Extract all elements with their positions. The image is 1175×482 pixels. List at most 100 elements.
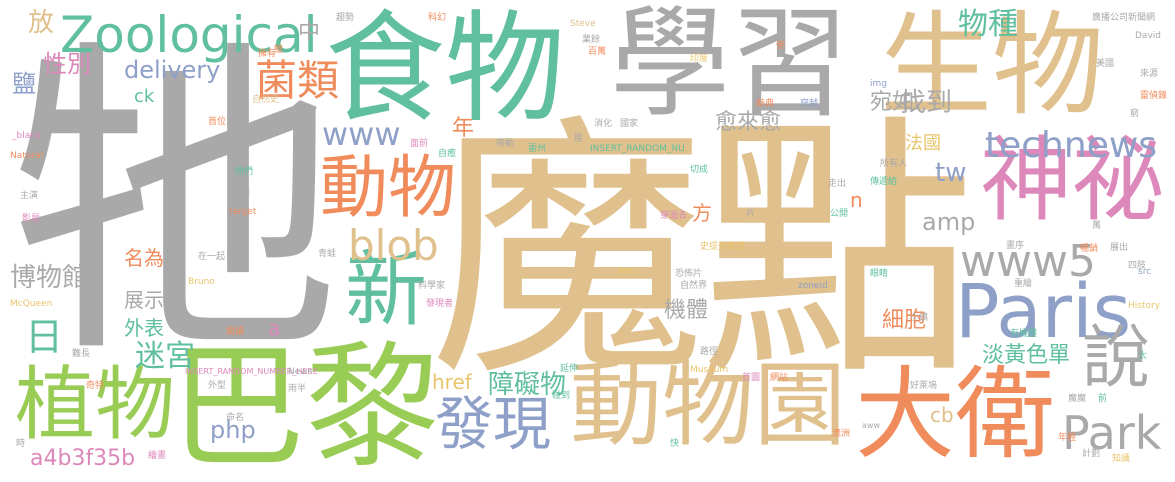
cloud-word: 首位 [208, 117, 227, 127]
cloud-word: 時 [16, 439, 26, 449]
cloud-word: ABC [618, 267, 637, 277]
cloud-word: 重繪 [1014, 279, 1033, 289]
cloud-word: Museum [690, 365, 729, 375]
cloud-word: 食物 [325, 0, 565, 139]
cloud-word: 萬 [1092, 221, 1102, 231]
cloud-word: 牠 [10, 13, 340, 397]
cloud-word: n [850, 188, 863, 212]
cloud-word: 自然史 [252, 95, 280, 105]
cloud-word: 路徑 [700, 347, 719, 357]
cloud-word: 奇特 [86, 381, 105, 391]
cloud-word: 博物館 [10, 263, 89, 293]
cloud-word: 迷宮 [135, 339, 195, 374]
cloud-word: 淡黃色單 [982, 343, 1071, 368]
cloud-word: ck [134, 86, 155, 107]
cloud-word: 暢銷 [1080, 244, 1099, 254]
cloud-word: 國家 [620, 119, 639, 129]
cloud-word: 眼睛 [870, 269, 889, 279]
cloud-word: 自然界 [680, 281, 708, 291]
cloud-word: 美國 [1096, 59, 1115, 69]
cloud-word: 屋 [574, 134, 584, 144]
cloud-word: 外表 [124, 316, 164, 340]
cloud-word: 廣播公司新聞網 [1092, 13, 1156, 23]
cloud-word: php [210, 416, 256, 444]
cloud-word: href [432, 370, 472, 394]
cloud-word: 機體 [664, 298, 709, 323]
cloud-word: 閱讀 [226, 327, 245, 337]
cloud-word: cb [930, 403, 954, 427]
cloud-word: 公開 [830, 209, 849, 219]
cloud-word: 動物園 [570, 352, 847, 459]
cloud-word: 使 [776, 41, 786, 51]
cloud-word: 學習 [610, 0, 850, 134]
cloud-word: www5 [960, 236, 1096, 287]
cloud-word: 科學家 [418, 281, 446, 291]
cloud-word: Park [1062, 406, 1162, 460]
cloud-word: 魔 [430, 92, 705, 412]
cloud-word: 物種 [958, 7, 1018, 42]
cloud-word: Steve [570, 19, 596, 29]
cloud-word: 畫序 [1006, 241, 1025, 251]
cloud-word: INSERT_RANDOM_NUMBER_HERE [185, 367, 318, 376]
cloud-word: 百萬 [588, 47, 607, 57]
cloud-word: 好萊塢 [910, 381, 938, 391]
cloud-word: target [229, 207, 257, 217]
cloud-word: News [288, 367, 313, 377]
cloud-word: 穿越 [800, 99, 819, 109]
cloud-word: 生物 [880, 1, 1104, 131]
cloud-word: 面前 [410, 139, 429, 149]
cloud-word: technews [985, 125, 1158, 166]
cloud-word: blob [348, 221, 439, 270]
cloud-word: 有機體 [1010, 329, 1038, 339]
cloud-word: 發現 [435, 390, 552, 458]
cloud-word: 鱷 [274, 45, 284, 55]
cloud-word: _blank [12, 131, 42, 141]
cloud-word: 辭典 [756, 99, 775, 109]
cloud-word: 大衛 [855, 356, 1055, 473]
cloud-word: 知識 [1112, 454, 1131, 464]
cloud-word: 找到 [900, 88, 953, 118]
cloud-word: History [1128, 301, 1161, 311]
cloud-word: 科幻 [428, 13, 447, 23]
cloud-word: 影星 [22, 214, 41, 224]
cloud-word: 趨勢 [336, 13, 355, 23]
cloud-word: 網站 [770, 373, 789, 383]
cloud-word: 性別 [43, 50, 91, 78]
cloud-word: 所有人 [880, 159, 908, 169]
cloud-word: 魔魔 [1068, 394, 1087, 404]
cloud-word: 青蛙 [318, 249, 337, 259]
cloud-word: 主演 [20, 191, 39, 201]
cloud-word: 擁有 [258, 49, 277, 59]
cloud-word: 自癒 [438, 149, 457, 159]
cloud-word: 切成 [690, 165, 709, 175]
cloud-word: 傳遞給 [870, 177, 898, 187]
cloud-word: 動物 [320, 149, 457, 228]
cloud-word: McQueen [10, 299, 53, 309]
cloud-word: 外型 [208, 381, 227, 391]
cloud-word: David [1135, 31, 1161, 41]
cloud-word: 雷州 [528, 144, 547, 154]
cloud-word: 中 [298, 20, 321, 45]
cloud-word: delivery [124, 56, 221, 84]
cloud-word: 命名 [226, 413, 245, 423]
cloud-word: 愈來愈 [715, 110, 782, 135]
cloud-word: 巴黎 [170, 329, 440, 482]
cloud-word: a4b3f35b [30, 446, 136, 471]
cloud-word: Bruno [188, 277, 215, 287]
cloud-word: 窮 [1130, 109, 1140, 119]
cloud-word: Zoological [60, 6, 318, 64]
cloud-word: 片 [746, 209, 756, 219]
cloud-word: 植物 [15, 358, 175, 451]
cloud-word: 宛如 [870, 90, 915, 115]
cloud-word: 菌類 [255, 56, 340, 105]
cloud-word: 雨半 [288, 384, 307, 394]
cloud-word: 神祕 [980, 127, 1165, 234]
cloud-word: src [1138, 267, 1152, 277]
cloud-word: 印度 [690, 54, 709, 64]
cloud-word: 年 [452, 116, 475, 141]
cloud-word: zoneid [798, 281, 828, 291]
cloud-word: 澳洲 [832, 429, 851, 439]
cloud-word: 發現者 [426, 299, 454, 309]
cloud-word: 快 [670, 439, 680, 449]
cloud-word: www [322, 115, 401, 153]
